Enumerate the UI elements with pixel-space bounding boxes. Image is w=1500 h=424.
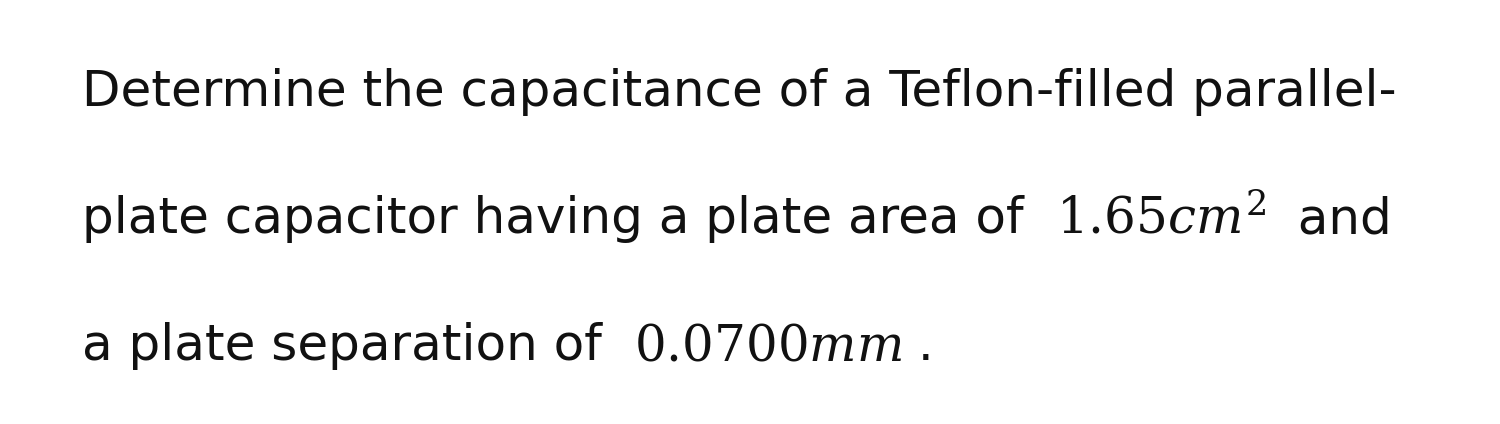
Text: and: and	[1266, 195, 1392, 243]
Text: plate capacitor having a plate area of: plate capacitor having a plate area of	[82, 195, 1056, 243]
Text: $\mathit{1.65}\mathit{cm}^2$: $\mathit{1.65}\mathit{cm}^2$	[1056, 194, 1266, 243]
Text: .: .	[903, 322, 934, 371]
Text: Determine the capacitance of a Teflon-filled parallel-: Determine the capacitance of a Teflon-fi…	[82, 68, 1396, 116]
Text: a plate separation of: a plate separation of	[82, 322, 634, 371]
Text: $\mathit{0.0700}\mathit{mm}$: $\mathit{0.0700}\mathit{mm}$	[634, 322, 903, 371]
